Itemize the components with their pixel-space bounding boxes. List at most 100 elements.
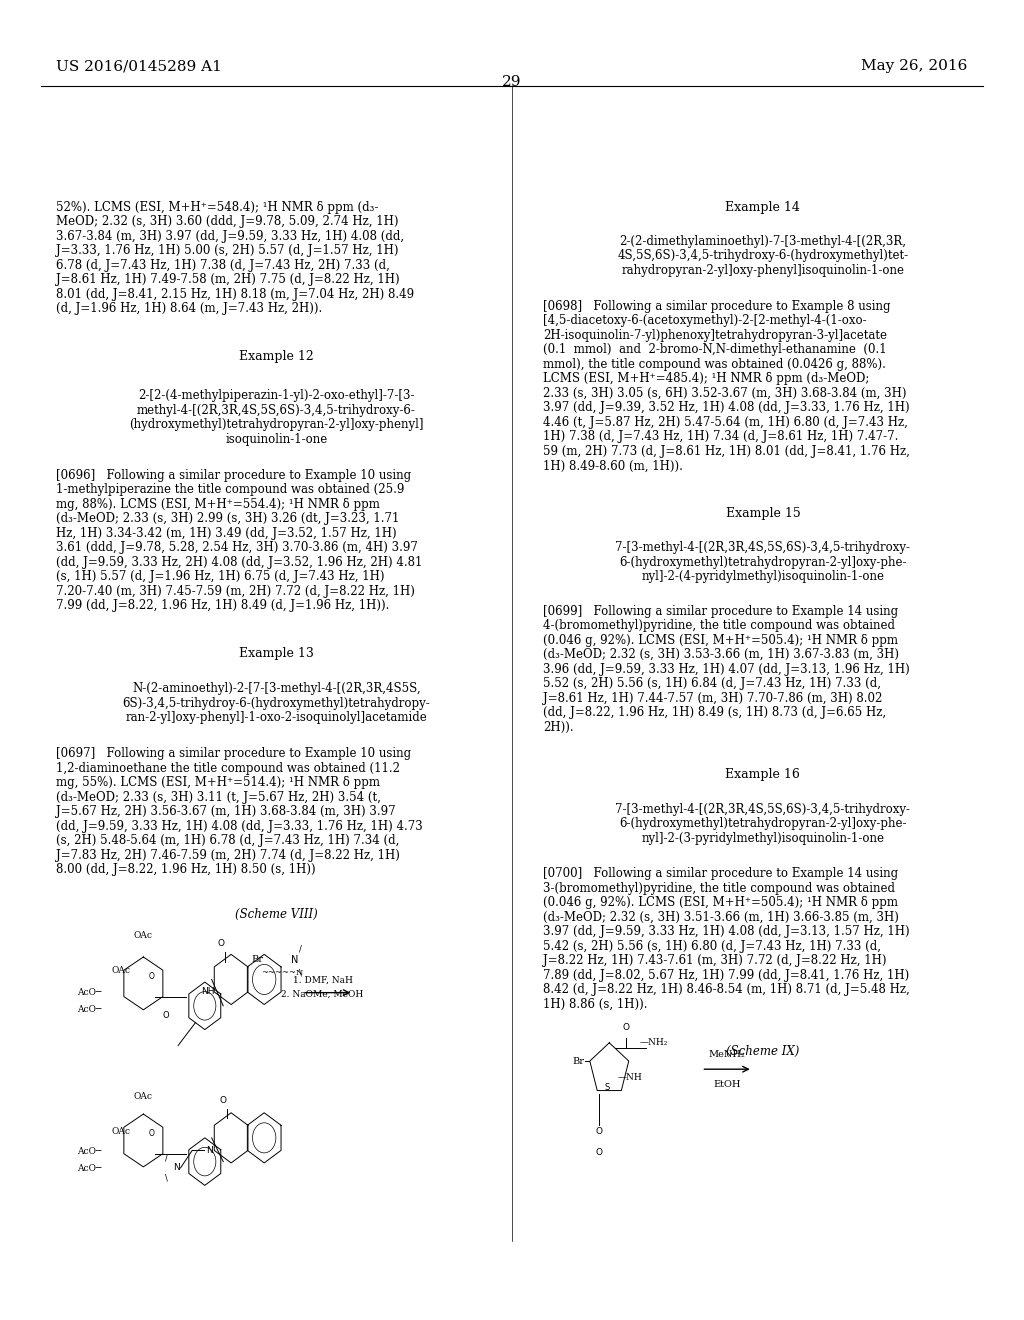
Text: isoquinolin-1-one: isoquinolin-1-one [225,433,328,446]
Text: 3.96 (dd, J=9.59, 3.33 Hz, 1H) 4.07 (dd, J=3.13, 1.96 Hz, 1H): 3.96 (dd, J=9.59, 3.33 Hz, 1H) 4.07 (dd,… [543,663,909,676]
Text: 3.97 (dd, J=9.59, 3.33 Hz, 1H) 4.08 (dd, J=3.13, 1.57 Hz, 1H): 3.97 (dd, J=9.59, 3.33 Hz, 1H) 4.08 (dd,… [543,925,909,939]
Text: 5.42 (s, 2H) 5.56 (s, 1H) 6.80 (d, J=7.43 Hz, 1H) 7.33 (d,: 5.42 (s, 2H) 5.56 (s, 1H) 6.80 (d, J=7.4… [543,940,881,953]
Text: 3-(bromomethyl)pyridine, the title compound was obtained: 3-(bromomethyl)pyridine, the title compo… [543,882,895,895]
Text: /: / [299,945,301,953]
Text: 6S)-3,4,5-trihydroy-6-(hydroxymethyl)tetrahydropy-: 6S)-3,4,5-trihydroy-6-(hydroxymethyl)tet… [123,697,430,710]
Text: 7.20-7.40 (m, 3H) 7.45-7.59 (m, 2H) 7.72 (d, J=8.22 Hz, 1H): 7.20-7.40 (m, 3H) 7.45-7.59 (m, 2H) 7.72… [56,585,415,598]
Text: 4.46 (t, J=5.87 Hz, 2H) 5.47-5.64 (m, 1H) 6.80 (d, J=7.43 Hz,: 4.46 (t, J=5.87 Hz, 2H) 5.47-5.64 (m, 1H… [543,416,907,429]
Text: nyl]-2-(3-pyridylmethyl)isoquinolin-1-one: nyl]-2-(3-pyridylmethyl)isoquinolin-1-on… [641,832,885,845]
Text: (Scheme IX): (Scheme IX) [726,1045,800,1059]
Text: 2H-isoquinolin-7-yl)phenoxy]tetrahydropyran-3-yl]acetate: 2H-isoquinolin-7-yl)phenoxy]tetrahydropy… [543,329,887,342]
Text: 4S,5S,6S)-3,4,5-trihydroxy-6-(hydroxymethyl)tet-: 4S,5S,6S)-3,4,5-trihydroxy-6-(hydroxymet… [617,249,908,263]
Text: 1H) 8.86 (s, 1H)).: 1H) 8.86 (s, 1H)). [543,998,647,1011]
Text: May 26, 2016: May 26, 2016 [861,59,968,74]
Text: AcO─: AcO─ [77,1006,101,1014]
Text: (d₃-MeOD; 2.32 (s, 3H) 3.53-3.66 (m, 1H) 3.67-3.83 (m, 3H): (d₃-MeOD; 2.32 (s, 3H) 3.53-3.66 (m, 1H)… [543,648,899,661]
Text: [0698]   Following a similar procedure to Example 8 using: [0698] Following a similar procedure to … [543,300,890,313]
Text: 2-(2-dimethylaminoethyl)-7-[3-methyl-4-[(2R,3R,: 2-(2-dimethylaminoethyl)-7-[3-methyl-4-[… [620,235,906,248]
Text: —NH₂: —NH₂ [640,1039,669,1047]
Text: 5.52 (s, 2H) 5.56 (s, 1H) 6.84 (d, J=7.43 Hz, 1H) 7.33 (d,: 5.52 (s, 2H) 5.56 (s, 1H) 6.84 (d, J=7.4… [543,677,881,690]
Text: (dd, J=9.59, 3.33 Hz, 2H) 4.08 (dd, J=3.52, 1.96 Hz, 2H) 4.81: (dd, J=9.59, 3.33 Hz, 2H) 4.08 (dd, J=3.… [56,556,423,569]
Text: Example 14: Example 14 [725,201,801,214]
Text: [0697]   Following a similar procedure to Example 10 using: [0697] Following a similar procedure to … [56,747,412,760]
Text: (0.046 g, 92%). LCMS (ESI, M+H⁺=505.4); ¹H NMR δ ppm: (0.046 g, 92%). LCMS (ESI, M+H⁺=505.4); … [543,896,898,909]
Text: O: O [148,973,155,981]
Text: N: N [291,954,299,965]
Text: 6-(hydroxymethyl)tetrahydropyran-2-yl]oxy-phe-: 6-(hydroxymethyl)tetrahydropyran-2-yl]ox… [620,556,906,569]
Text: J=3.33, 1.76 Hz, 1H) 5.00 (s, 2H) 5.57 (d, J=1.57 Hz, 1H): J=3.33, 1.76 Hz, 1H) 5.00 (s, 2H) 5.57 (… [56,244,398,257]
Text: Br: Br [252,956,264,964]
Text: 59 (m, 2H) 7.73 (d, J=8.61 Hz, 1H) 8.01 (dd, J=8.41, 1.76 Hz,: 59 (m, 2H) 7.73 (d, J=8.61 Hz, 1H) 8.01 … [543,445,909,458]
Text: 8.42 (d, J=8.22 Hz, 1H) 8.46-8.54 (m, 1H) 8.71 (d, J=5.48 Hz,: 8.42 (d, J=8.22 Hz, 1H) 8.46-8.54 (m, 1H… [543,983,909,997]
Text: 3.67-3.84 (m, 3H) 3.97 (dd, J=9.59, 3.33 Hz, 1H) 4.08 (dd,: 3.67-3.84 (m, 3H) 3.97 (dd, J=9.59, 3.33… [56,230,404,243]
Text: 8.00 (dd, J=8.22, 1.96 Hz, 1H) 8.50 (s, 1H)): 8.00 (dd, J=8.22, 1.96 Hz, 1H) 8.50 (s, … [56,863,316,876]
Text: Hz, 1H) 3.34-3.42 (m, 1H) 3.49 (dd, J=3.52, 1.57 Hz, 1H): Hz, 1H) 3.34-3.42 (m, 1H) 3.49 (dd, J=3.… [56,527,397,540]
Text: 1H) 8.49-8.60 (m, 1H)).: 1H) 8.49-8.60 (m, 1H)). [543,459,683,473]
Text: 2H)).: 2H)). [543,721,573,734]
Text: 8.01 (dd, J=8.41, 2.15 Hz, 1H) 8.18 (m, J=7.04 Hz, 2H) 8.49: 8.01 (dd, J=8.41, 2.15 Hz, 1H) 8.18 (m, … [56,288,415,301]
Text: O: O [596,1148,602,1158]
Text: J=8.61 Hz, 1H) 7.44-7.57 (m, 3H) 7.70-7.86 (m, 3H) 8.02: J=8.61 Hz, 1H) 7.44-7.57 (m, 3H) 7.70-7.… [543,692,882,705]
Text: (0.1  mmol)  and  2-bromo-N,N-dimethyl-ethanamine  (0.1: (0.1 mmol) and 2-bromo-N,N-dimethyl-etha… [543,343,887,356]
Text: mg, 55%). LCMS (ESI, M+H⁺=514.4); ¹H NMR δ ppm: mg, 55%). LCMS (ESI, M+H⁺=514.4); ¹H NMR… [56,776,380,789]
Text: Example 16: Example 16 [725,768,801,781]
Text: (d₃-MeOD; 2.32 (s, 3H) 3.51-3.66 (m, 1H) 3.66-3.85 (m, 3H): (d₃-MeOD; 2.32 (s, 3H) 3.51-3.66 (m, 1H)… [543,911,899,924]
Text: [4,5-diacetoxy-6-(acetoxymethyl)-2-[2-methyl-4-(1-oxo-: [4,5-diacetoxy-6-(acetoxymethyl)-2-[2-me… [543,314,866,327]
Text: O: O [148,1130,155,1138]
Text: (s, 1H) 5.57 (d, J=1.96 Hz, 1H) 6.75 (d, J=7.43 Hz, 1H): (s, 1H) 5.57 (d, J=1.96 Hz, 1H) 6.75 (d,… [56,570,385,583]
Text: 1,2-diaminoethane the title compound was obtained (11.2: 1,2-diaminoethane the title compound was… [56,762,400,775]
Text: O: O [163,1011,169,1019]
Text: ran-2-yl]oxy-phenyl]-1-oxo-2-isoquinolyl]acetamide: ran-2-yl]oxy-phenyl]-1-oxo-2-isoquinolyl… [126,711,427,725]
Text: N: N [207,1146,213,1155]
Text: (Scheme VIII): (Scheme VIII) [236,908,317,921]
Text: AcO─: AcO─ [77,1164,101,1172]
Text: \: \ [166,1173,168,1183]
Text: J=8.22 Hz, 1H) 7.43-7.61 (m, 3H) 7.72 (d, J=8.22 Hz, 1H): J=8.22 Hz, 1H) 7.43-7.61 (m, 3H) 7.72 (d… [543,954,886,968]
Text: US 2016/0145289 A1: US 2016/0145289 A1 [56,59,222,74]
Text: O: O [623,1023,629,1032]
Text: 7.89 (dd, J=8.02, 5.67 Hz, 1H) 7.99 (dd, J=8.41, 1.76 Hz, 1H): 7.89 (dd, J=8.02, 5.67 Hz, 1H) 7.99 (dd,… [543,969,909,982]
Text: Example 13: Example 13 [239,647,314,660]
Text: 7-[3-methyl-4-[(2R,3R,4S,5S,6S)-3,4,5-trihydroxy-: 7-[3-methyl-4-[(2R,3R,4S,5S,6S)-3,4,5-tr… [615,803,910,816]
Text: (dd, J=9.59, 3.33 Hz, 1H) 4.08 (dd, J=3.33, 1.76 Hz, 1H) 4.73: (dd, J=9.59, 3.33 Hz, 1H) 4.08 (dd, J=3.… [56,820,423,833]
Text: 2.33 (s, 3H) 3.05 (s, 6H) 3.52-3.67 (m, 3H) 3.68-3.84 (m, 3H): 2.33 (s, 3H) 3.05 (s, 6H) 3.52-3.67 (m, … [543,387,906,400]
Text: 7.99 (dd, J=8.22, 1.96 Hz, 1H) 8.49 (d, J=1.96 Hz, 1H)).: 7.99 (dd, J=8.22, 1.96 Hz, 1H) 8.49 (d, … [56,599,390,612]
Text: rahydropyran-2-yl]oxy-phenyl]isoquinolin-1-one: rahydropyran-2-yl]oxy-phenyl]isoquinolin… [622,264,904,277]
Text: 29: 29 [502,75,522,90]
Text: 6.78 (d, J=7.43 Hz, 1H) 7.38 (d, J=7.43 Hz, 2H) 7.33 (d,: 6.78 (d, J=7.43 Hz, 1H) 7.38 (d, J=7.43 … [56,259,390,272]
Text: OAc: OAc [134,1092,153,1101]
Text: (dd, J=8.22, 1.96 Hz, 1H) 8.49 (s, 1H) 8.73 (d, J=6.65 Hz,: (dd, J=8.22, 1.96 Hz, 1H) 8.49 (s, 1H) 8… [543,706,886,719]
Text: 1. DMF, NaH: 1. DMF, NaH [293,975,352,985]
Text: 1-methylpiperazine the title compound was obtained (25.9: 1-methylpiperazine the title compound wa… [56,483,404,496]
Text: (d₃-MeOD; 2.33 (s, 3H) 3.11 (t, J=5.67 Hz, 2H) 3.54 (t,: (d₃-MeOD; 2.33 (s, 3H) 3.11 (t, J=5.67 H… [56,791,381,804]
Text: 3.97 (dd, J=9.39, 3.52 Hz, 1H) 4.08 (dd, J=3.33, 1.76 Hz, 1H): 3.97 (dd, J=9.39, 3.52 Hz, 1H) 4.08 (dd,… [543,401,909,414]
Text: J=5.67 Hz, 2H) 3.56-3.67 (m, 1H) 3.68-3.84 (m, 3H) 3.97: J=5.67 Hz, 2H) 3.56-3.67 (m, 1H) 3.68-3.… [56,805,396,818]
Text: [0699]   Following a similar procedure to Example 14 using: [0699] Following a similar procedure to … [543,605,898,618]
Text: OAc: OAc [112,966,130,975]
Text: EtOH: EtOH [714,1080,740,1089]
Text: S: S [604,1084,610,1092]
Text: O: O [218,939,225,948]
Text: (d₃-MeOD; 2.33 (s, 3H) 2.99 (s, 3H) 3.26 (dt, J=3.23, 1.71: (d₃-MeOD; 2.33 (s, 3H) 2.99 (s, 3H) 3.26… [56,512,399,525]
Text: LCMS (ESI, M+H⁺=485.4); ¹H NMR δ ppm (d₃-MeOD;: LCMS (ESI, M+H⁺=485.4); ¹H NMR δ ppm (d₃… [543,372,869,385]
Text: methyl-4-[(2R,3R,4S,5S,6S)-3,4,5-trihydroxy-6-: methyl-4-[(2R,3R,4S,5S,6S)-3,4,5-trihydr… [137,404,416,417]
Text: 1H) 7.38 (d, J=7.43 Hz, 1H) 7.34 (d, J=8.61 Hz, 1H) 7.47-7.: 1H) 7.38 (d, J=7.43 Hz, 1H) 7.34 (d, J=8… [543,430,898,444]
Text: mg, 88%). LCMS (ESI, M+H⁺=554.4); ¹H NMR δ ppm: mg, 88%). LCMS (ESI, M+H⁺=554.4); ¹H NMR… [56,498,380,511]
Text: Br: Br [572,1057,585,1065]
Text: ~~~~~N: ~~~~~N [261,969,303,977]
Text: nyl]-2-(4-pyridylmethyl)isoquinolin-1-one: nyl]-2-(4-pyridylmethyl)isoquinolin-1-on… [641,570,885,583]
Text: MeNH₂: MeNH₂ [709,1049,745,1059]
Text: OAc: OAc [134,931,153,940]
Text: NH: NH [201,987,214,997]
Text: mmol), the title compound was obtained (0.0426 g, 88%).: mmol), the title compound was obtained (… [543,358,886,371]
Text: 7-[3-methyl-4-[(2R,3R,4S,5S,6S)-3,4,5-trihydroxy-: 7-[3-methyl-4-[(2R,3R,4S,5S,6S)-3,4,5-tr… [615,541,910,554]
Text: N-(2-aminoethyl)-2-[7-[3-methyl-4-[(2R,3R,4S5S,: N-(2-aminoethyl)-2-[7-[3-methyl-4-[(2R,3… [132,682,421,696]
Text: Example 12: Example 12 [240,350,313,363]
Text: \: \ [299,969,301,977]
Text: J=8.61 Hz, 1H) 7.49-7.58 (m, 2H) 7.75 (d, J=8.22 Hz, 1H): J=8.61 Hz, 1H) 7.49-7.58 (m, 2H) 7.75 (d… [56,273,400,286]
Text: AcO─: AcO─ [77,989,101,997]
Text: OAc: OAc [112,1127,130,1137]
Text: MeOD; 2.32 (s, 3H) 3.60 (ddd, J=9.78, 5.09, 2.74 Hz, 1H): MeOD; 2.32 (s, 3H) 3.60 (ddd, J=9.78, 5.… [56,215,398,228]
Text: AcO─: AcO─ [77,1147,101,1155]
Text: [0700]   Following a similar procedure to Example 14 using: [0700] Following a similar procedure to … [543,867,898,880]
